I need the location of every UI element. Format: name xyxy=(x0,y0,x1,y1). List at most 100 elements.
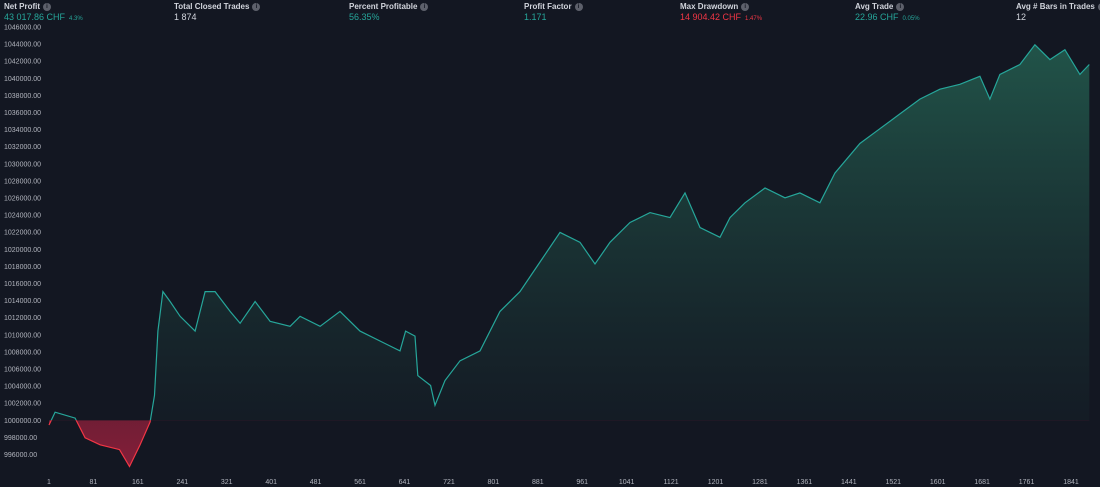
x-tick-label: 1841 xyxy=(1063,479,1079,486)
stat-value-text: 1.171 xyxy=(524,12,547,22)
stat-label-text: Avg Trade xyxy=(855,2,894,11)
x-tick-label: 161 xyxy=(132,479,144,486)
y-tick-label: 1040000.00 xyxy=(4,76,41,83)
y-tick-label: 1012000.00 xyxy=(4,315,41,322)
stat-value: 14 904.42 CHF 1.47% xyxy=(680,12,762,24)
stat-label-text: Max Drawdown xyxy=(680,2,739,11)
stat-percent-profitable: Percent Profitable i 56.35% xyxy=(349,2,429,22)
x-tick-label: 1 xyxy=(47,479,51,486)
y-tick-label: 1010000.00 xyxy=(4,332,41,339)
stat-avg-trade: Avg Trade i 22.96 CHF 0.05% xyxy=(855,2,920,24)
stat-value: 1.171 xyxy=(524,12,583,22)
stat-label-text: Percent Profitable xyxy=(349,2,418,11)
stat-label-text: Avg # Bars in Trades xyxy=(1016,2,1095,11)
stat-value: 1 874 xyxy=(174,12,260,22)
y-tick-label: 996000.00 xyxy=(4,452,37,459)
y-tick-label: 1024000.00 xyxy=(4,213,41,220)
stat-value: 43 017.86 CHF 4.3% xyxy=(4,12,83,24)
x-tick-label: 81 xyxy=(90,479,98,486)
info-icon[interactable]: i xyxy=(420,2,429,11)
stat-label-text: Profit Factor xyxy=(524,2,572,11)
info-icon[interactable]: i xyxy=(43,2,51,11)
stat-value-text: 14 904.42 CHF xyxy=(680,12,742,22)
stat-net-profit: Net Profit i 43 017.86 CHF 4.3% xyxy=(4,2,83,24)
y-tick-label: 1002000.00 xyxy=(4,401,41,408)
y-tick-label: 1030000.00 xyxy=(4,161,41,168)
x-tick-label: 561 xyxy=(354,479,366,486)
stat-value-text: 43 017.86 CHF xyxy=(4,12,66,22)
x-tick-label: 241 xyxy=(176,479,188,486)
y-tick-label: 1014000.00 xyxy=(4,298,41,305)
x-tick-label: 641 xyxy=(399,479,411,486)
stat-percent: 1.47% xyxy=(745,16,763,22)
info-icon[interactable]: i xyxy=(252,2,261,11)
x-tick-label: 481 xyxy=(310,479,322,486)
info-icon[interactable]: i xyxy=(741,2,750,11)
stat-label-text: Total Closed Trades xyxy=(174,2,250,11)
x-tick-label: 1041 xyxy=(619,479,635,486)
stat-value-text: 1 874 xyxy=(174,12,197,22)
x-tick-label: 321 xyxy=(221,479,233,486)
stat-label: Avg Trade i xyxy=(855,2,920,11)
stat-total-closed-trades: Total Closed Trades i 1 874 xyxy=(174,2,261,22)
stat-label: Percent Profitable i xyxy=(349,2,429,11)
stat-max-drawdown: Max Drawdown i 14 904.42 CHF 1.47% xyxy=(680,2,762,24)
y-tick-label: 1044000.00 xyxy=(4,42,41,49)
y-tick-label: 1036000.00 xyxy=(4,110,41,117)
stat-value-text: 56.35% xyxy=(349,12,380,22)
stat-label: Total Closed Trades i xyxy=(174,2,261,11)
stat-percent: 4.3% xyxy=(69,16,83,22)
y-tick-label: 1038000.00 xyxy=(4,93,41,100)
stat-value: 22.96 CHF 0.05% xyxy=(855,12,920,24)
y-tick-label: 1016000.00 xyxy=(4,281,41,288)
y-axis: 1046000.00 1044000.00 1042000.00 1040000.00… xyxy=(4,25,41,460)
x-tick-label: 1281 xyxy=(752,479,768,486)
stat-label: Profit Factor i xyxy=(524,2,583,11)
y-tick-label: 1028000.00 xyxy=(4,178,41,185)
y-tick-label: 1008000.00 xyxy=(4,349,41,356)
stat-label-text: Net Profit xyxy=(4,2,40,11)
stat-value: 12 xyxy=(1016,12,1100,22)
stats-bar: Net Profit i 43 017.86 CHF 4.3% Total Close… xyxy=(0,0,1100,22)
y-tick-label: 1000000.00 xyxy=(4,418,41,425)
x-axis: 1 81 161 241 321 401 481 561 641 721 801 881 961 1041… xyxy=(47,479,1079,486)
x-tick-label: 1361 xyxy=(797,479,813,486)
x-tick-label: 721 xyxy=(443,479,455,486)
stat-label: Net Profit i xyxy=(4,2,83,11)
x-tick-label: 881 xyxy=(532,479,544,486)
y-tick-label: 1004000.00 xyxy=(4,384,41,391)
y-tick-label: 1018000.00 xyxy=(4,264,41,271)
y-tick-label: 1020000.00 xyxy=(4,247,41,254)
stat-percent: 0.05% xyxy=(902,16,920,22)
y-tick-label: 1042000.00 xyxy=(4,59,41,66)
x-tick-label: 401 xyxy=(265,479,277,486)
stat-profit-factor: Profit Factor i 1.171 xyxy=(524,2,583,22)
x-tick-label: 1601 xyxy=(930,479,946,486)
stat-label: Max Drawdown i xyxy=(680,2,762,11)
x-tick-label: 1201 xyxy=(708,479,724,486)
y-tick-label: 1032000.00 xyxy=(4,144,41,151)
info-icon[interactable]: i xyxy=(1097,2,1100,11)
x-tick-label: 1761 xyxy=(1019,479,1035,486)
info-icon[interactable]: i xyxy=(574,2,583,11)
stat-value-text: 22.96 CHF xyxy=(855,12,899,22)
y-tick-label: 1022000.00 xyxy=(4,230,41,237)
x-tick-label: 1441 xyxy=(841,479,857,486)
profit-area xyxy=(51,44,1090,421)
x-tick-label: 961 xyxy=(576,479,588,486)
x-tick-label: 1681 xyxy=(974,479,990,486)
x-tick-label: 801 xyxy=(488,479,500,486)
y-tick-label: 1026000.00 xyxy=(4,196,41,203)
info-icon[interactable]: i xyxy=(896,2,905,11)
x-tick-label: 1121 xyxy=(664,479,679,486)
y-tick-label: 1006000.00 xyxy=(4,367,41,374)
y-tick-label: 1034000.00 xyxy=(4,127,41,134)
y-tick-label: 998000.00 xyxy=(4,435,37,442)
stat-value-text: 12 xyxy=(1016,12,1027,22)
equity-line-profit xyxy=(50,43,1090,421)
x-tick-label: 1521 xyxy=(885,479,901,486)
y-tick-label: 1046000.00 xyxy=(4,25,41,32)
